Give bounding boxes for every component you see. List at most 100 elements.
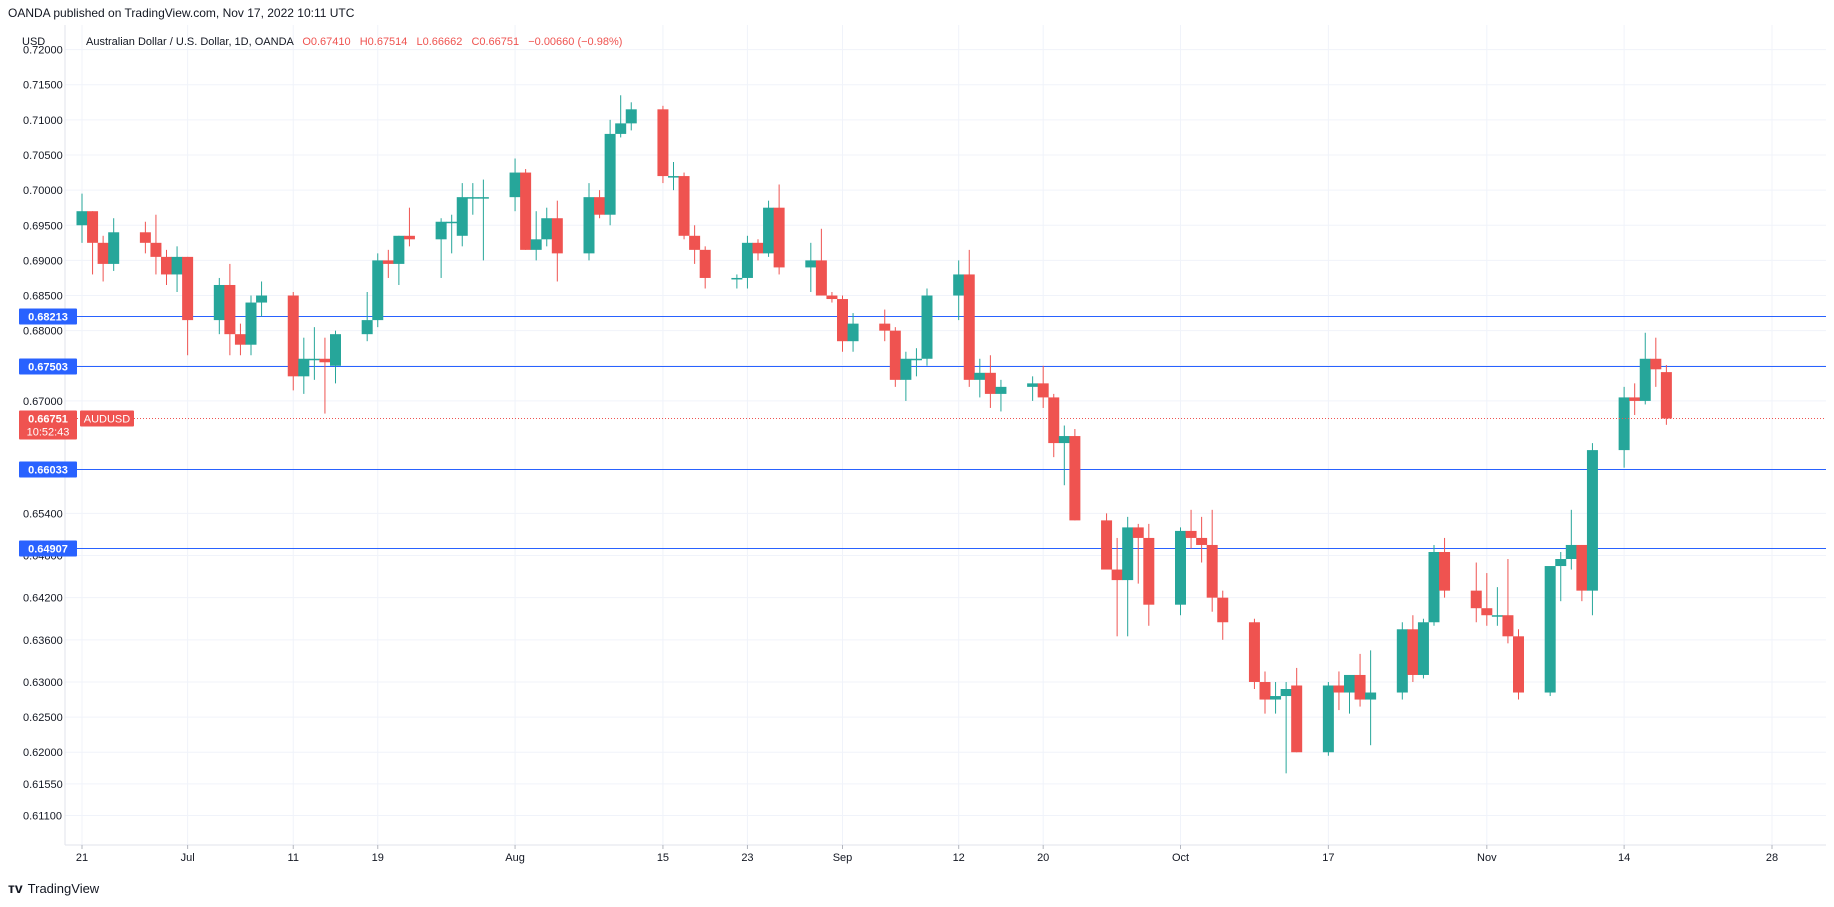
- price-tick-label: 0.70500: [23, 150, 63, 162]
- time-tick-label: 19: [372, 852, 384, 864]
- candle-body: [213, 284, 225, 321]
- candle-body: [1576, 544, 1588, 591]
- time-tick-label: 28: [1766, 852, 1778, 864]
- candle-body: [1618, 397, 1630, 451]
- candle-body: [541, 218, 553, 240]
- level-price-label: 0.67503: [28, 362, 68, 374]
- candle-body: [108, 232, 120, 264]
- price-tick-label: 0.63000: [23, 677, 63, 689]
- time-tick-label: 14: [1618, 852, 1630, 864]
- currency-label: USD: [22, 36, 45, 48]
- price-tick-label: 0.70000: [23, 185, 63, 197]
- candle-body: [953, 274, 965, 296]
- candle-body: [583, 197, 595, 254]
- candle-body: [1122, 527, 1134, 581]
- candle-body: [1439, 551, 1451, 591]
- candle-body: [1248, 622, 1260, 682]
- candle-body: [1344, 674, 1355, 693]
- candle-body: [889, 330, 901, 380]
- price-tick-label: 0.62500: [23, 712, 63, 724]
- price-tick-label: 0.65400: [23, 508, 63, 520]
- time-tick-label: Nov: [1477, 852, 1497, 864]
- candle-body: [805, 260, 817, 268]
- candle-body: [530, 239, 542, 250]
- time-tick-label: 15: [657, 852, 669, 864]
- time-tick-label: Oct: [1172, 852, 1189, 864]
- candle-body: [1175, 530, 1186, 605]
- candle-body: [1481, 608, 1493, 616]
- price-axis[interactable]: 0.72000 0.71500 0.71000 0.70500 0.70000 0.695…: [23, 45, 63, 823]
- candle-body: [456, 197, 468, 236]
- price-tick-label: 0.72000: [23, 45, 63, 57]
- candle-body: [657, 109, 669, 177]
- candle-body: [995, 386, 1007, 394]
- candle-body: [319, 358, 331, 363]
- legend-high: H0.67514: [360, 36, 408, 48]
- candle-body: [879, 323, 891, 331]
- candle-body: [403, 235, 415, 240]
- candle-body: [551, 218, 563, 254]
- price-tick-label: 0.71000: [23, 115, 63, 127]
- legend-symbol: Australian Dollar / U.S. Dollar, 1D, OAN…: [86, 36, 295, 48]
- symbol-badge: [80, 410, 134, 427]
- candle-body: [604, 133, 616, 215]
- candle-body: [1407, 629, 1419, 675]
- legend-close: C0.66751: [471, 36, 519, 48]
- candle-body: [1333, 685, 1345, 693]
- candle-body: [1555, 559, 1567, 567]
- candle-body: [1428, 551, 1440, 623]
- candle-body: [150, 242, 162, 257]
- candle-body: [826, 295, 838, 300]
- candle-body: [1058, 436, 1070, 444]
- legend-change: −0.00660 (−0.98%): [528, 36, 622, 48]
- price-tick-label: 0.61100: [23, 810, 62, 822]
- candle-body: [1396, 629, 1408, 693]
- tradingview-brand[interactable]: TradingView: [27, 880, 100, 896]
- candle-body: [435, 221, 447, 240]
- time-axis[interactable]: 21 Jul 11 19 Aug 15 23 Sep 12 20 Oct 17 Nov 14 28: [76, 845, 1778, 864]
- candle-body: [1048, 397, 1060, 444]
- candle-body: [287, 295, 299, 377]
- candle-body: [1069, 436, 1081, 521]
- candle-body: [773, 207, 785, 268]
- level-price-label: 0.66033: [28, 465, 68, 477]
- candle-body: [815, 260, 827, 296]
- candle-body: [1354, 674, 1366, 700]
- candle-body: [699, 249, 711, 278]
- candle-body: [910, 358, 922, 361]
- candle-body: [921, 295, 933, 359]
- candle-body: [256, 295, 268, 303]
- candle-body: [594, 197, 606, 215]
- candle-body: [763, 207, 775, 254]
- candle-body: [1291, 685, 1303, 753]
- price-tick-label: 0.61550: [23, 779, 63, 791]
- price-tick-label: 0.68500: [23, 291, 63, 303]
- candle-body: [1101, 520, 1113, 570]
- price-tick-label: 0.68000: [23, 326, 63, 338]
- candle-body: [1513, 636, 1524, 693]
- candle-body: [1270, 696, 1282, 700]
- symbol-badge-label: AUDUSD: [84, 414, 131, 426]
- candle-body: [1217, 597, 1229, 623]
- candle-body: [330, 334, 341, 366]
- price-tick-label: 0.69500: [23, 220, 63, 232]
- time-tick-label: Aug: [505, 852, 525, 864]
- candle-body: [963, 274, 975, 380]
- candle-body: [1111, 569, 1123, 581]
- candle-body: [1143, 537, 1155, 605]
- candle-body: [245, 302, 257, 345]
- candle-body: [689, 235, 701, 250]
- candle-body: [1629, 397, 1641, 401]
- candle-body: [520, 172, 532, 250]
- candle-body: [1280, 689, 1292, 697]
- candle-body: [1417, 622, 1429, 675]
- candle-body: [234, 334, 246, 345]
- legend-low: L0.66662: [416, 36, 462, 48]
- candlestick-series[interactable]: [76, 95, 1672, 774]
- candle-body: [161, 256, 172, 275]
- level-price-badge: [19, 461, 77, 478]
- chart-legend: Australian Dollar / U.S. Dollar, 1D, OAN…: [86, 36, 622, 48]
- candle-body: [1470, 590, 1482, 609]
- horizontal-levels[interactable]: 0.68213 0.67503 0.66033 0.64907: [19, 308, 1826, 557]
